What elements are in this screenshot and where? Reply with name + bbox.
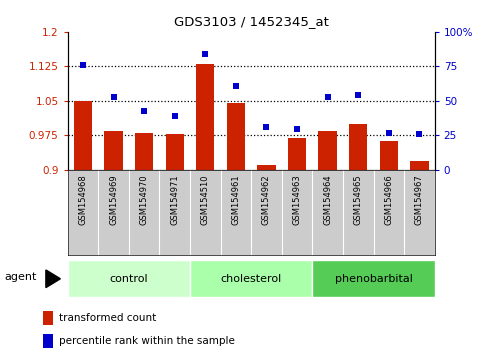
Point <box>232 83 240 88</box>
Bar <box>104 131 123 170</box>
Point <box>79 62 87 68</box>
Bar <box>227 103 245 170</box>
Title: GDS3103 / 1452345_at: GDS3103 / 1452345_at <box>174 15 328 28</box>
Text: GSM154965: GSM154965 <box>354 174 363 225</box>
Text: cholesterol: cholesterol <box>221 274 282 284</box>
Text: GSM154964: GSM154964 <box>323 174 332 225</box>
Point <box>110 94 117 99</box>
Text: GSM154962: GSM154962 <box>262 174 271 225</box>
Point <box>140 108 148 113</box>
Bar <box>135 133 153 170</box>
Bar <box>380 141 398 170</box>
Text: GSM154961: GSM154961 <box>231 174 241 225</box>
Text: GSM154970: GSM154970 <box>140 174 149 225</box>
Bar <box>318 131 337 170</box>
Text: control: control <box>110 274 148 284</box>
Bar <box>288 138 306 170</box>
Bar <box>74 101 92 170</box>
Bar <box>43 334 53 348</box>
Point <box>201 51 209 57</box>
Text: agent: agent <box>5 272 37 282</box>
Point <box>415 131 423 137</box>
Bar <box>313 261 435 297</box>
Bar <box>257 165 276 170</box>
Text: GSM154968: GSM154968 <box>78 174 87 225</box>
Text: GSM154969: GSM154969 <box>109 174 118 225</box>
Text: percentile rank within the sample: percentile rank within the sample <box>59 336 235 346</box>
Text: GSM154967: GSM154967 <box>415 174 424 225</box>
Text: phenobarbital: phenobarbital <box>335 274 412 284</box>
Point <box>385 130 393 136</box>
Text: GSM154966: GSM154966 <box>384 174 393 225</box>
Text: GSM154510: GSM154510 <box>201 174 210 225</box>
Text: GSM154963: GSM154963 <box>293 174 301 225</box>
Point <box>263 124 270 130</box>
Point <box>171 113 179 119</box>
Bar <box>166 134 184 170</box>
Bar <box>190 261 313 297</box>
Bar <box>43 312 53 325</box>
Point <box>355 92 362 98</box>
Bar <box>68 261 190 297</box>
Point <box>324 94 331 99</box>
Bar <box>196 64 214 170</box>
Point <box>293 126 301 131</box>
Text: transformed count: transformed count <box>59 313 156 323</box>
Bar <box>349 124 368 170</box>
Bar <box>410 161 428 170</box>
Text: GSM154971: GSM154971 <box>170 174 179 225</box>
